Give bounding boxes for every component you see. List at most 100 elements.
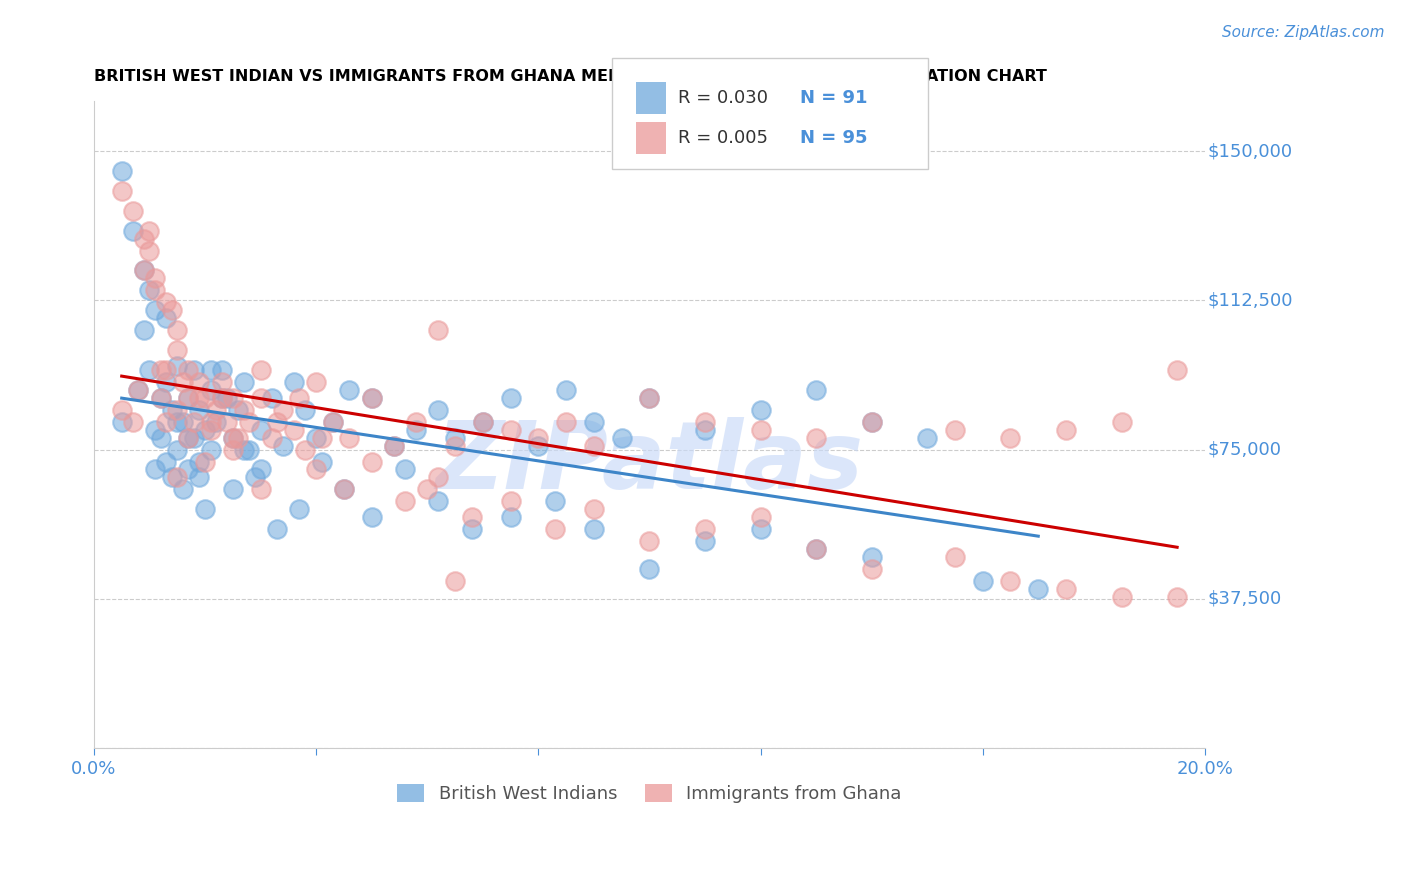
Point	[749, 423, 772, 437]
Point	[804, 431, 827, 445]
Point	[283, 375, 305, 389]
Point	[217, 415, 239, 429]
Point	[1111, 415, 1133, 429]
Point	[444, 574, 467, 588]
Point	[243, 470, 266, 484]
Point	[166, 415, 188, 429]
Point	[294, 442, 316, 457]
Point	[499, 391, 522, 405]
Point	[177, 391, 200, 405]
Point	[177, 431, 200, 445]
Text: ZIPatlas: ZIPatlas	[436, 417, 863, 509]
Point	[155, 415, 177, 429]
Text: R = 0.030: R = 0.030	[678, 89, 768, 107]
Text: $75,000: $75,000	[1208, 441, 1281, 458]
Point	[188, 454, 211, 468]
Point	[111, 164, 134, 178]
Point	[205, 402, 228, 417]
Point	[382, 439, 405, 453]
Point	[499, 494, 522, 508]
Point	[610, 431, 633, 445]
Point	[972, 574, 994, 588]
Point	[166, 343, 188, 357]
Point	[160, 470, 183, 484]
Legend: British West Indians, Immigrants from Ghana: British West Indians, Immigrants from Gh…	[391, 776, 908, 810]
Point	[638, 391, 661, 405]
Point	[460, 510, 482, 524]
Point	[943, 423, 966, 437]
Point	[444, 431, 467, 445]
Point	[194, 423, 217, 437]
Point	[228, 402, 250, 417]
Point	[260, 431, 283, 445]
Point	[405, 423, 427, 437]
Point	[200, 363, 222, 377]
Point	[322, 415, 344, 429]
Point	[249, 363, 271, 377]
Point	[194, 454, 217, 468]
Point	[427, 323, 450, 337]
Point	[333, 483, 356, 497]
Point	[1000, 574, 1022, 588]
Point	[166, 442, 188, 457]
Point	[339, 383, 361, 397]
Point	[582, 522, 605, 536]
Point	[339, 431, 361, 445]
Point	[132, 263, 155, 277]
Point	[1054, 423, 1077, 437]
Point	[121, 415, 143, 429]
Point	[749, 510, 772, 524]
Point	[211, 375, 233, 389]
Point	[222, 442, 245, 457]
Text: $37,500: $37,500	[1208, 590, 1281, 607]
Point	[132, 263, 155, 277]
Point	[360, 391, 382, 405]
Point	[499, 510, 522, 524]
Point	[305, 431, 328, 445]
Point	[177, 391, 200, 405]
Point	[138, 363, 160, 377]
Point	[1166, 363, 1188, 377]
Point	[1166, 590, 1188, 604]
Point	[200, 383, 222, 397]
Point	[172, 415, 194, 429]
Point	[638, 534, 661, 549]
Point	[271, 402, 294, 417]
Point	[294, 402, 316, 417]
Point	[194, 502, 217, 516]
Point	[283, 423, 305, 437]
Point	[188, 391, 211, 405]
Point	[460, 522, 482, 536]
Point	[499, 423, 522, 437]
Point	[860, 415, 883, 429]
Point	[1000, 431, 1022, 445]
Point	[249, 462, 271, 476]
Point	[1026, 582, 1049, 596]
Point	[1111, 590, 1133, 604]
Point	[149, 391, 172, 405]
Point	[266, 415, 288, 429]
Point	[222, 431, 245, 445]
Point	[693, 534, 716, 549]
Point	[305, 462, 328, 476]
Point	[860, 549, 883, 564]
Point	[232, 375, 254, 389]
Point	[211, 391, 233, 405]
Point	[183, 363, 205, 377]
Point	[638, 562, 661, 576]
Point	[222, 431, 245, 445]
Point	[138, 224, 160, 238]
Point	[527, 439, 550, 453]
Point	[693, 522, 716, 536]
Point	[183, 431, 205, 445]
Text: N = 95: N = 95	[800, 129, 868, 147]
Point	[217, 391, 239, 405]
Point	[288, 502, 311, 516]
Point	[160, 303, 183, 318]
Point	[132, 323, 155, 337]
Point	[200, 415, 222, 429]
Point	[232, 442, 254, 457]
Point	[427, 402, 450, 417]
Point	[582, 502, 605, 516]
Point	[249, 423, 271, 437]
